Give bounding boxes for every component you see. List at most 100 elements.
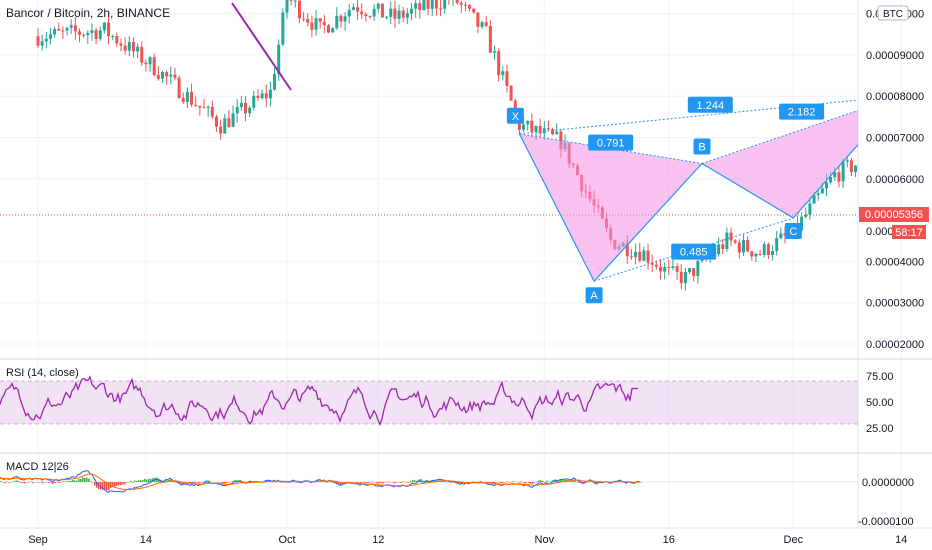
candle-body — [555, 131, 559, 135]
time-tick-label: Oct — [278, 534, 295, 546]
macd-histogram-bar — [322, 481, 324, 483]
candle-body — [775, 238, 779, 251]
trendline-purple[interactable] — [231, 2, 292, 91]
price-axis[interactable]: 0.000100000.000090000.000080000.00007000… — [866, 9, 924, 351]
macd-histogram-bar — [396, 482, 398, 483]
price-tick-label: 0.00009000 — [866, 50, 924, 62]
chart-grid — [0, 0, 902, 528]
macd-histogram-bar — [174, 482, 176, 483]
candle-body — [867, 168, 870, 170]
pattern-leg-cd — [792, 143, 858, 219]
candle-body — [845, 160, 849, 162]
macd-histogram-bar — [4, 482, 6, 484]
candle-body — [542, 128, 546, 134]
macd-label[interactable]: MACD 12|26 — [6, 461, 69, 473]
candle-body — [61, 30, 65, 32]
macd-histogram-bar — [46, 481, 48, 483]
candle-body — [364, 14, 368, 17]
candle-body — [306, 19, 310, 23]
candle-body — [343, 16, 347, 22]
candle-body — [372, 8, 376, 17]
macd-histogram-bar — [512, 481, 514, 482]
ratio-label-xd: 1.244 — [697, 100, 725, 112]
time-axis[interactable]: Sep14Oct12Nov16Dec142021 — [28, 534, 932, 546]
macd-histogram-bar — [12, 481, 14, 483]
current-price-tag — [859, 207, 929, 222]
candle-body — [800, 216, 804, 231]
candle-body — [148, 57, 152, 65]
candle-body — [244, 102, 247, 114]
macd-histogram-bar — [86, 477, 88, 482]
macd-histogram-bar — [376, 482, 378, 484]
macd-histogram-bar — [374, 482, 376, 483]
candle-body — [144, 62, 148, 65]
rsi-label[interactable]: RSI (14, close) — [6, 367, 79, 379]
rsi-pane[interactable]: RSI (14, close) — [0, 367, 858, 427]
macd-histogram-bar — [544, 482, 546, 483]
candle-body — [468, 5, 472, 9]
candle-body — [925, 199, 928, 201]
macd-histogram-bar — [538, 480, 540, 482]
candle-body — [754, 253, 758, 257]
currency-badge[interactable] — [877, 5, 909, 21]
candle-body — [281, 12, 285, 45]
candle-body — [223, 118, 227, 134]
macd-histogram-bar — [224, 482, 226, 484]
macd-histogram-bar — [200, 482, 202, 483]
macd-histogram-bar — [2, 482, 4, 483]
macd-histogram-bar — [546, 480, 548, 482]
candle-body — [90, 30, 94, 33]
candle-body — [111, 36, 115, 38]
macd-histogram-bar — [226, 482, 228, 483]
candle-body — [729, 232, 733, 241]
macd-histogram-bar — [570, 481, 572, 482]
candle-body — [235, 106, 239, 114]
macd-histogram-bar — [32, 482, 34, 484]
candle-body — [140, 46, 144, 63]
candle-body — [115, 36, 119, 44]
macd-histogram-bar — [392, 482, 394, 483]
macd-histogram-bar — [130, 481, 132, 482]
macd-histogram-bar — [366, 482, 368, 483]
macd-histogram-bar — [336, 482, 338, 484]
candle-body — [268, 89, 272, 99]
pattern-diag-bd — [701, 109, 858, 164]
macd-histogram-bar — [222, 482, 224, 484]
candle-body — [293, 0, 297, 2]
ratio-label-ac: 0.485 — [680, 247, 708, 259]
symbol-title[interactable]: Bancor / Bitcoin, 2h, BINANCE — [6, 6, 170, 20]
candle-body — [102, 22, 106, 31]
macd-histogram-bar — [384, 482, 386, 483]
macd-histogram-bar — [302, 482, 304, 483]
candle-body — [86, 32, 90, 36]
candle-body — [480, 22, 484, 27]
macd-histogram-bar — [382, 482, 384, 484]
candle-body — [169, 74, 173, 77]
macd-histogram-bar — [530, 482, 532, 484]
macd-histogram-bar — [14, 480, 16, 482]
macd-histogram-bar — [360, 482, 362, 484]
macd-histogram-bar — [74, 480, 76, 482]
macd-histogram-bar — [214, 481, 216, 483]
macd-pane[interactable]: MACD 12|26 — [0, 461, 858, 494]
macd-histogram-bar — [290, 482, 292, 483]
macd-histogram-bar — [192, 482, 194, 484]
macd-histogram-bar — [510, 482, 512, 483]
macd-histogram-bar — [484, 481, 486, 483]
candle-body — [679, 271, 683, 284]
macd-histogram-bar — [356, 482, 358, 483]
macd-histogram-bar — [592, 481, 594, 483]
macd-histogram-bar — [502, 482, 504, 484]
candle-body — [231, 113, 235, 127]
candle-body — [302, 18, 306, 20]
macd-histogram-bar — [346, 482, 348, 483]
candle-body — [493, 51, 496, 53]
candle-body — [57, 28, 61, 31]
macd-histogram-bar — [68, 481, 70, 482]
candle-body — [634, 251, 638, 257]
macd-histogram-bar — [126, 482, 128, 483]
candle-body — [53, 28, 57, 35]
